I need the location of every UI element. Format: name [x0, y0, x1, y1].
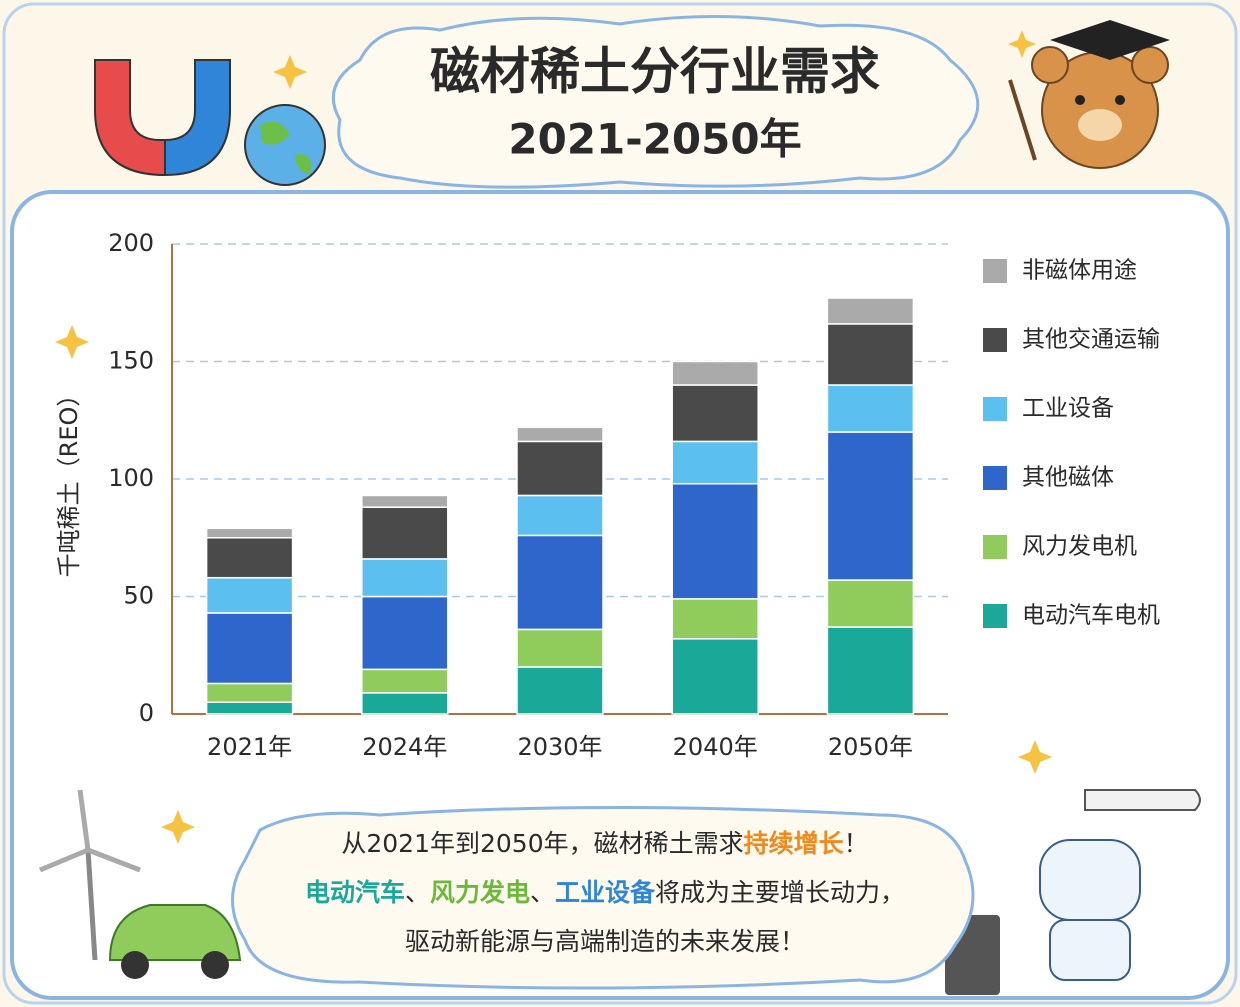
note-segment: 风力发电	[430, 878, 530, 907]
x-tick-label: 2024年	[362, 733, 447, 761]
note-segment: ！	[844, 829, 869, 858]
bar-segment	[205, 682, 294, 704]
bar-segment	[826, 579, 915, 628]
chart-subtitle: 2021-2050年	[508, 115, 801, 164]
bar-segment	[826, 384, 915, 433]
legend-swatch	[983, 328, 1007, 352]
title-cloud	[331, 14, 980, 189]
note-segment: 、	[530, 878, 555, 907]
bar-segment	[826, 297, 915, 325]
bar-segment	[361, 494, 449, 508]
legend-swatch	[983, 466, 1007, 490]
bar-segment	[205, 701, 294, 715]
legend-label: 工业设备	[1022, 396, 1114, 422]
bar-segment	[361, 595, 449, 671]
bar-segment	[361, 668, 449, 694]
bar-segment	[205, 612, 294, 685]
note-line: 从2021年到2050年，磁材稀土需求持续增长！	[341, 829, 868, 858]
x-tick-label: 2040年	[673, 733, 758, 761]
bar-segment	[671, 360, 759, 386]
bar-segment	[826, 323, 915, 386]
x-tick-label: 2050年	[828, 733, 913, 761]
x-tick-label: 2021年	[207, 733, 292, 761]
bar-segment	[671, 638, 759, 715]
note-segment: 持续增长	[744, 829, 845, 858]
y-axis-label: 千吨稀土（REO）	[55, 383, 83, 578]
note-line: 驱动新能源与高端制造的未来发展！	[405, 927, 805, 956]
bar-segment	[671, 384, 759, 443]
bar-segment	[361, 692, 449, 715]
bar-segment	[516, 494, 604, 537]
legend-swatch	[983, 397, 1007, 421]
y-tick-label: 100	[108, 464, 154, 492]
legend-label: 风力发电机	[1022, 534, 1137, 560]
legend-label: 电动汽车电机	[1022, 603, 1160, 629]
y-tick-label: 150	[108, 347, 154, 375]
magnet-decoration	[94, 59, 326, 186]
bar-segment	[516, 426, 604, 443]
note-segment: 、	[405, 878, 430, 907]
x-tick-label: 2030年	[517, 733, 602, 761]
bar-segment	[826, 626, 915, 715]
note-segment: 从2021年到2050年，磁材稀土需求	[341, 829, 743, 858]
note-line: 电动汽车、风力发电、工业设备将成为主要增长动力，	[305, 878, 905, 907]
note-segment: 将成为主要增长动力，	[655, 878, 905, 907]
y-tick-label: 0	[139, 699, 154, 727]
legend-swatch	[983, 259, 1007, 283]
bar-segment	[516, 628, 604, 668]
bar-segment	[516, 440, 604, 497]
legend-label: 其他交通运输	[1022, 327, 1160, 353]
bar-segment	[361, 506, 449, 560]
chart-title: 磁材稀土分行业需求	[430, 43, 880, 101]
sparkles	[55, 30, 1052, 844]
legend-swatch	[983, 535, 1007, 559]
bear-decoration	[1008, 20, 1170, 169]
note-cloud	[231, 806, 975, 990]
bar-segment	[205, 537, 294, 579]
bar-segment	[516, 534, 604, 631]
legend-label: 非磁体用途	[1022, 258, 1137, 284]
y-tick-label: 200	[108, 229, 154, 257]
chart-panel	[10, 190, 1230, 1000]
bar-segment	[671, 598, 759, 640]
bar-segment	[516, 666, 604, 715]
bar-segment	[205, 576, 294, 614]
note-segment: 驱动新能源与高端制造的未来发展！	[405, 927, 805, 956]
bar-segment	[826, 431, 915, 581]
note-segment: 电动汽车	[305, 878, 405, 907]
note-segment: 工业设备	[555, 878, 656, 907]
bar-segment	[671, 482, 759, 600]
bar-segment	[671, 440, 759, 485]
bar-segment	[205, 527, 294, 539]
bar-segment	[361, 558, 449, 598]
legend-label: 其他磁体	[1022, 465, 1114, 491]
legend-swatch	[983, 604, 1007, 628]
y-tick-label: 50	[123, 582, 154, 610]
